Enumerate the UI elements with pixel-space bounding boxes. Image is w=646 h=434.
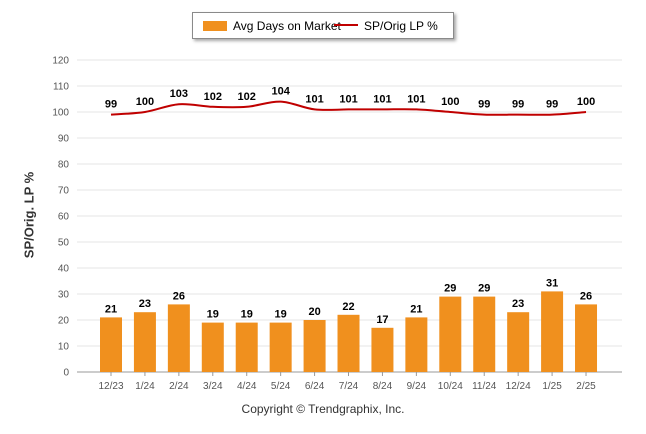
x-tick-label: 1/24: [135, 381, 155, 392]
bar-value-label: 29: [444, 283, 456, 295]
bar-value-label: 22: [342, 301, 354, 313]
x-tick-label: 12/23: [98, 381, 123, 392]
y-tick-label: 10: [58, 342, 70, 353]
legend-bar-label: Avg Days on Market: [233, 19, 341, 33]
bar-data-labels: 21 23 26 19 19 19 20 22 17 21 29 29 23 31 26: [105, 277, 592, 325]
bar-value-label: 17: [376, 314, 388, 326]
bar: [100, 317, 122, 372]
x-tick-label: 12/24: [506, 381, 531, 392]
line-data-labels: 99 100 103 102 102 104 101 101 101 101 100 99 99 99 10…: [105, 86, 595, 111]
legend-line-label: SP/Orig LP %: [364, 19, 438, 33]
bar: [167, 304, 190, 372]
line-value-label: 103: [170, 88, 188, 100]
bar-value-label: 19: [207, 309, 219, 321]
x-tick-label: 8/24: [373, 381, 393, 392]
line-value-label: 101: [407, 93, 425, 105]
bar-value-label: 31: [546, 277, 558, 289]
y-tick-label: 90: [58, 134, 70, 145]
line-value-label: 102: [238, 91, 256, 103]
bar: [507, 312, 530, 372]
x-tick-label: 1/25: [542, 381, 562, 392]
bar: [235, 322, 258, 372]
y-tick-label: 60: [58, 212, 70, 223]
bar: [269, 322, 292, 372]
legend-bar-swatch: [203, 21, 227, 31]
y-tick-label: 30: [58, 290, 70, 301]
line-value-label: 101: [305, 93, 323, 105]
x-axis-ticks: 12/23 1/24 2/24 3/24 4/24 5/24 6/24 7/24 8/24 9/2…: [98, 372, 596, 392]
bar-value-label: 19: [275, 309, 287, 321]
x-tick-label: 3/24: [203, 381, 223, 392]
line-value-label: 101: [339, 93, 357, 105]
bar: [405, 317, 428, 372]
bar: [303, 320, 326, 372]
bar-value-label: 23: [139, 298, 151, 310]
x-tick-label: 6/24: [305, 381, 325, 392]
line-value-label: 99: [546, 99, 558, 111]
line-value-label: 100: [136, 96, 154, 108]
y-tick-label: 70: [58, 186, 70, 197]
x-tick-label: 7/24: [339, 381, 359, 392]
y-tick-label: 50: [58, 238, 70, 249]
x-tick-label: 10/24: [438, 381, 463, 392]
bar-value-label: 19: [241, 309, 253, 321]
bar: [439, 296, 462, 372]
y-tick-label: 0: [63, 368, 69, 379]
line-value-label: 102: [204, 91, 222, 103]
bar-value-label: 20: [308, 306, 320, 318]
x-tick-label: 9/24: [407, 381, 427, 392]
line-value-label: 99: [478, 99, 490, 111]
legend: Avg Days on Market SP/Orig LP %: [192, 12, 454, 39]
line-value-label: 99: [105, 99, 117, 111]
y-axis-label: SP/Orig. LP %: [21, 171, 37, 259]
bar-value-label: 26: [173, 290, 185, 302]
bar: [541, 291, 564, 372]
bar-value-label: 21: [105, 303, 117, 315]
copyright-text: Copyright © Trendgraphix, Inc.: [241, 402, 405, 416]
bar: [133, 312, 156, 372]
y-tick-label: 40: [58, 264, 70, 275]
line-series: [110, 100, 587, 116]
line-value-label: 99: [512, 99, 524, 111]
bar-value-label: 21: [410, 303, 422, 315]
bar: [337, 314, 360, 372]
bar-value-label: 26: [580, 290, 592, 302]
line-value-label: 100: [577, 96, 595, 108]
bar: [473, 296, 496, 372]
x-tick-label: 5/24: [271, 381, 291, 392]
line-value-label: 101: [373, 93, 391, 105]
bar: [575, 304, 598, 372]
y-tick-label: 20: [58, 316, 70, 327]
y-tick-label: 100: [52, 108, 69, 119]
bar: [371, 327, 394, 372]
legend-line-swatch: [334, 24, 358, 26]
x-tick-label: 2/24: [169, 381, 189, 392]
line-path: [110, 100, 587, 116]
gridlines: [77, 59, 622, 373]
x-tick-label: 11/24: [472, 381, 497, 392]
bar-value-label: 29: [478, 283, 490, 295]
bar-series: [100, 291, 598, 372]
y-axis-ticks: 0 10 20 30 40 50 60 70 80 90 100 110 120: [52, 56, 69, 379]
bar: [201, 322, 224, 372]
bar-value-label: 23: [512, 298, 524, 310]
x-tick-label: 2/25: [576, 381, 596, 392]
y-tick-label: 110: [53, 82, 69, 93]
line-value-label: 104: [271, 86, 290, 98]
line-value-label: 100: [441, 96, 459, 108]
y-tick-label: 80: [58, 160, 70, 171]
y-tick-label: 120: [52, 56, 69, 67]
x-tick-label: 4/24: [237, 381, 257, 392]
